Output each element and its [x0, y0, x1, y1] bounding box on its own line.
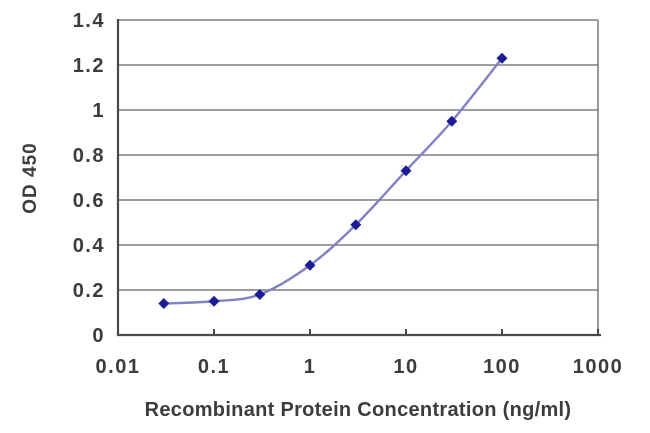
- y-tick-label: 0.8: [73, 145, 105, 167]
- data-point-marker: [400, 165, 412, 177]
- y-tick-label: 1.4: [73, 10, 105, 32]
- x-tick-label: 1000: [573, 356, 624, 378]
- data-point-marker: [350, 219, 362, 231]
- x-axis-title: Recombinant Protein Concentration (ng/ml…: [144, 399, 572, 421]
- x-tick-label: 1: [304, 356, 317, 378]
- data-point-marker: [158, 298, 170, 309]
- data-point-marker: [254, 289, 266, 300]
- y-tick-label: 1: [92, 100, 105, 122]
- y-tick-label: 0.4: [73, 235, 105, 257]
- data-point-marker: [446, 115, 458, 127]
- x-tick-label: 0.1: [198, 356, 230, 378]
- x-tick-label: 0.01: [96, 356, 141, 378]
- y-axis-title: OD 450: [20, 142, 41, 214]
- x-tick-label: 100: [483, 356, 521, 378]
- data-point-marker: [208, 295, 220, 307]
- y-tick-label: 0.6: [73, 190, 105, 212]
- y-tick-label: 0: [92, 325, 105, 347]
- series-line: [163, 57, 503, 305]
- data-point-marker: [304, 259, 316, 271]
- y-tick-label: 1.2: [73, 55, 105, 77]
- y-tick-label: 0.2: [73, 280, 105, 302]
- data-point-marker: [496, 52, 508, 64]
- x-tick-label: 10: [393, 356, 418, 378]
